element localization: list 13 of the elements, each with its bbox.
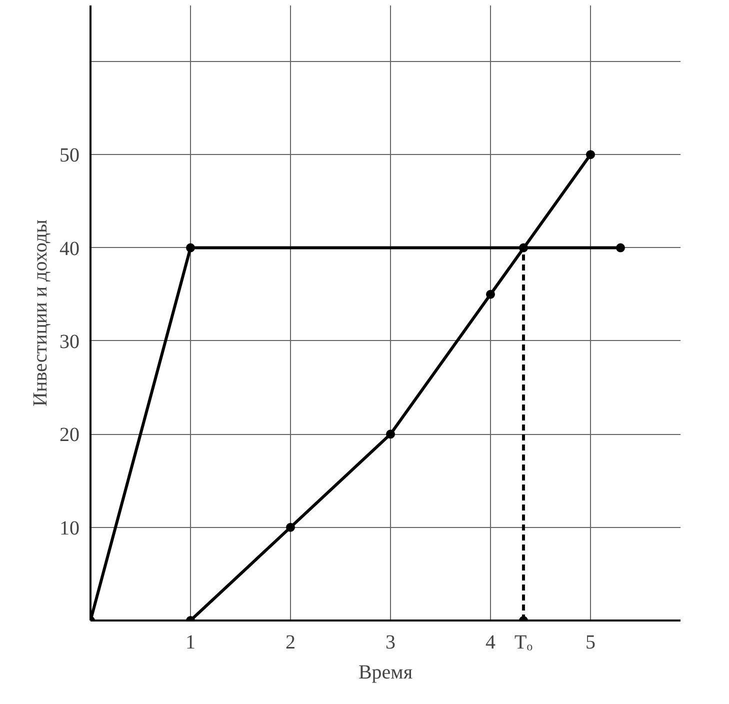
x-tick-label: 4 [486,632,496,654]
y-tick-label: 40 [60,238,80,260]
y-tick-label: 50 [60,144,80,167]
y-tick-label: 30 [60,330,80,353]
y-tick-label: 10 [60,517,80,540]
x-tick-label: 5 [586,632,596,654]
y-axis-title: Инвестиции и доходы [30,220,52,406]
y-tick-label: 20 [60,424,80,446]
x-tick-label: 2 [286,632,296,654]
x-tick-label: 3 [386,632,396,654]
x-tick-label: Tₒ [514,632,533,654]
x-axis-title: Время [358,662,413,684]
x-tick-label: 1 [186,632,196,654]
